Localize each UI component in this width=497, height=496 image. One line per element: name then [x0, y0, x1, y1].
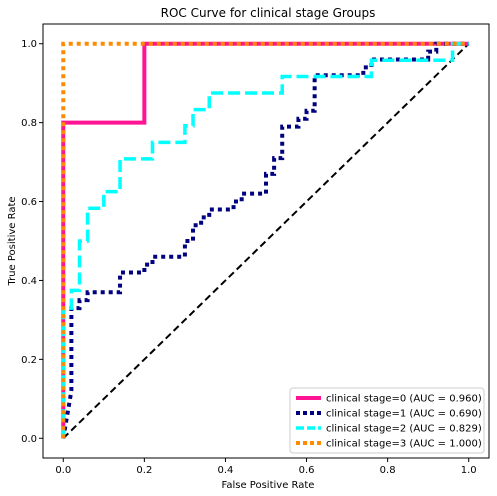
x-tick-label: 0.6 — [299, 465, 315, 476]
roc-line-stage-3 — [61, 41, 469, 439]
x-tick-label: 1.0 — [461, 465, 477, 476]
legend-label-stage-3: clinical stage=3 (AUC = 1.000) — [326, 439, 482, 450]
plot-area — [61, 41, 470, 439]
x-axis-label: False Positive Rate — [222, 480, 315, 491]
y-tick-label: 0.4 — [21, 276, 37, 287]
legend: clinical stage=0 (AUC = 0.960) clinical s… — [289, 387, 485, 454]
legend-label-stage-2: clinical stage=2 (AUC = 0.829) — [326, 424, 482, 435]
y-tick-label: 0.2 — [21, 355, 37, 366]
roc-line-stage-0 — [61, 41, 469, 439]
legend-label-stage-1: clinical stage=1 (AUC = 0.690) — [326, 409, 482, 420]
diagonal-reference-line — [62, 43, 470, 439]
roc-line-stage-2 — [61, 41, 469, 439]
x-tick-label: 0.4 — [218, 465, 234, 476]
y-axis: 0.0 0.2 0.4 0.6 0.8 1.0 — [21, 39, 43, 445]
x-tick-label: 0.8 — [380, 465, 396, 476]
y-axis-label: True Positive Rate — [7, 196, 18, 286]
roc-line-stage-1 — [61, 41, 469, 439]
x-axis: 0.0 0.2 0.4 0.6 0.8 1.0 — [55, 458, 477, 476]
x-tick-label: 0.0 — [55, 465, 71, 476]
x-tick-label: 0.2 — [136, 465, 152, 476]
legend-label-stage-0: clinical stage=0 (AUC = 0.960) — [326, 394, 482, 405]
y-tick-label: 0.0 — [21, 434, 37, 445]
y-tick-label: 1.0 — [21, 39, 37, 50]
y-tick-label: 0.6 — [21, 197, 37, 208]
plot-frame — [42, 23, 490, 459]
y-tick-label: 0.8 — [21, 118, 37, 129]
chart-title: ROC Curve for clinical stage Groups — [161, 6, 376, 20]
legend-box — [289, 387, 485, 454]
